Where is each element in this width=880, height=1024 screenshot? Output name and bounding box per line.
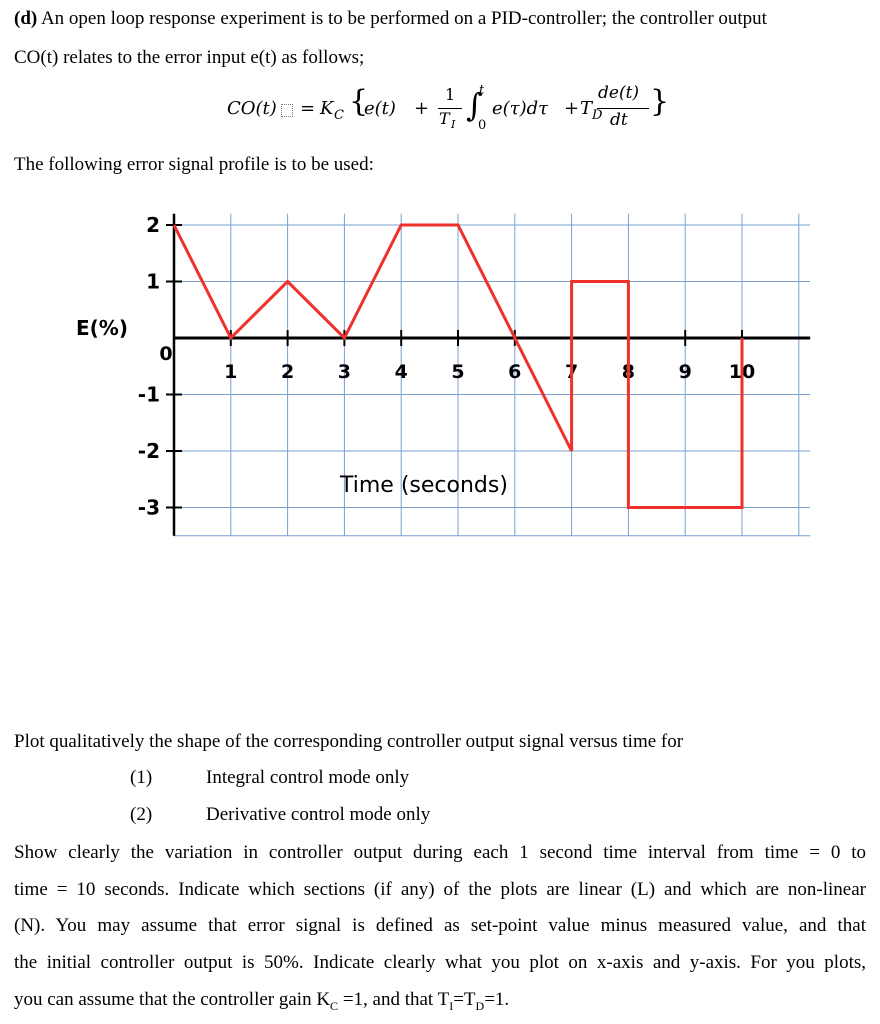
equation-lhs: CO(t) [227, 98, 277, 119]
line5-part-b: =1, and that T [338, 989, 450, 1010]
fraction1-den-subscript: I [451, 118, 456, 131]
integral-upper-limit: t [479, 83, 485, 98]
y-axis-label: E(%) [76, 316, 128, 340]
instructions-line-2: time = 10 seconds. Indicate which sectio… [14, 879, 866, 900]
kc-subscript: C [330, 998, 339, 1013]
x-axis-label: Time (seconds) [339, 473, 508, 498]
fraction1-denominator: T [439, 109, 450, 128]
x-tick-label: 6 [508, 361, 521, 383]
equation-equals: = [300, 98, 316, 119]
y-tick-label: 1 [146, 270, 160, 294]
intro-line-1: An open loop response experiment is to b… [40, 8, 767, 29]
x-tick-label: 4 [395, 361, 408, 383]
td-subscript: D [475, 998, 485, 1013]
placeholder-glyph-icon [281, 104, 293, 117]
task-item-1-number: (1) [130, 767, 153, 788]
line5-part-a: you can assume that the controller gain … [14, 989, 331, 1010]
line5-part-d: =1. [484, 989, 510, 1010]
y-tick-label: -3 [138, 496, 160, 520]
brace-close: } [650, 84, 670, 119]
y-tick-label: -1 [138, 383, 160, 407]
chart-series [172, 223, 744, 509]
task-item-2-text: Derivative control mode only [206, 804, 431, 825]
brace-open: { [349, 84, 369, 119]
plus-sign-1: + [414, 98, 430, 119]
tasks-intro: Plot qualitatively the shape of the corr… [14, 731, 684, 752]
ti-subscript: I [449, 998, 454, 1013]
intro-line-2: CO(t) relates to the error input e(t) as… [14, 47, 365, 68]
y-tick-label: 2 [146, 213, 160, 237]
instructions-line-5: you can assume that the controller gain … [14, 988, 509, 1018]
derivative-coefficient-subscript: D [592, 108, 603, 123]
chart-ticks: 21-1-2-301 2 3 4 5 6 7 8 9 10 [138, 213, 755, 520]
fraction1-bar [438, 108, 462, 109]
x-tick-label: 9 [679, 361, 692, 383]
profile-intro: The following error signal profile is to… [14, 154, 374, 175]
error-profile-chart: 21-1-2-301 2 3 4 5 6 7 8 9 10 E(%) Time (seconds) [76, 213, 811, 537]
y-tick-label: -2 [138, 439, 160, 463]
integral-sign: ∫ [466, 86, 483, 124]
integrand: e(τ)dτ [492, 98, 549, 119]
question-label: (d) [14, 8, 38, 29]
derivative-coefficient: T [580, 98, 593, 119]
instructions-line-4: the initial controller output is 50%. In… [14, 952, 866, 973]
gain-symbol: K [320, 98, 334, 119]
instructions-line-3: (N). You may assume that error signal is… [14, 915, 866, 936]
task-item-1-text: Integral control mode only [206, 767, 410, 788]
x-tick-label: 3 [338, 361, 351, 383]
instructions-line-1: Show clearly the variation in controller… [14, 842, 866, 863]
chart-axes [172, 213, 811, 536]
x-tick-label: 0 [159, 343, 172, 365]
error-signal-line [172, 223, 744, 509]
gain-subscript: C [334, 108, 344, 123]
fraction2-denominator: dt [610, 110, 628, 130]
fraction1-numerator: 1 [445, 85, 456, 104]
x-tick-label: 2 [281, 361, 294, 383]
fraction2-numerator: de(t) [598, 83, 640, 103]
integral-lower-limit: 0 [478, 118, 487, 133]
plus-sign-2: + [564, 98, 580, 119]
fraction2-bar [597, 108, 649, 109]
intro-paragraph: (d) An open loop response experiment is … [14, 7, 767, 31]
chart-grid [174, 213, 811, 537]
task-item-2-number: (2) [130, 804, 153, 825]
x-tick-label: 1 [224, 361, 237, 383]
x-tick-label: 5 [451, 361, 464, 383]
line5-part-c: =T [453, 989, 476, 1010]
error-term: e(t) [364, 98, 396, 119]
